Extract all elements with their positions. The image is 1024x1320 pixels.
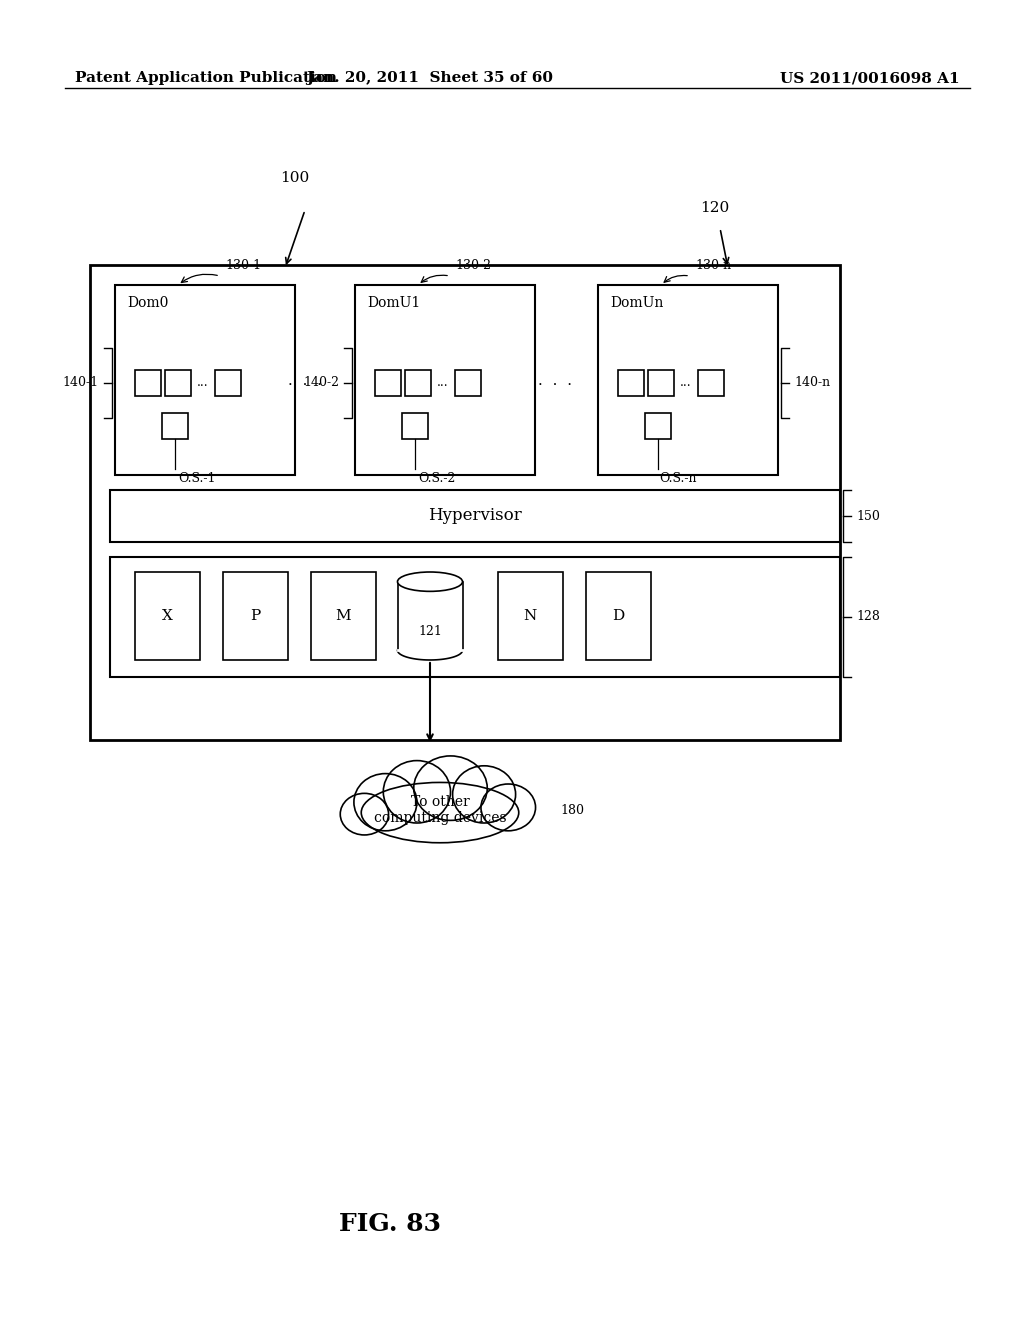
Bar bbox=[375, 370, 401, 396]
Bar bbox=[165, 370, 191, 396]
Text: 130-2: 130-2 bbox=[455, 259, 490, 272]
Ellipse shape bbox=[383, 760, 451, 822]
Bar bbox=[135, 370, 161, 396]
Text: Jan. 20, 2011  Sheet 35 of 60: Jan. 20, 2011 Sheet 35 of 60 bbox=[306, 71, 554, 84]
Text: O.S.-n: O.S.-n bbox=[659, 473, 696, 484]
Text: 150: 150 bbox=[856, 510, 880, 523]
Text: 130-n: 130-n bbox=[695, 259, 731, 272]
Text: O.S.-2: O.S.-2 bbox=[419, 473, 456, 484]
Text: 128: 128 bbox=[856, 610, 880, 623]
Text: DomUn: DomUn bbox=[610, 296, 664, 310]
Bar bbox=[648, 370, 674, 396]
Bar bbox=[355, 285, 535, 475]
Text: ·  ·  ·: · · · bbox=[538, 378, 572, 392]
Text: 180: 180 bbox=[560, 804, 584, 817]
Text: 140-n: 140-n bbox=[794, 376, 830, 389]
Text: 120: 120 bbox=[700, 201, 729, 215]
Bar bbox=[406, 370, 431, 396]
Text: O.S.-1: O.S.-1 bbox=[178, 473, 216, 484]
Bar bbox=[115, 285, 295, 475]
Ellipse shape bbox=[340, 793, 388, 836]
Text: Dom0: Dom0 bbox=[127, 296, 168, 310]
Text: M: M bbox=[335, 609, 351, 623]
Ellipse shape bbox=[481, 784, 536, 830]
Bar bbox=[698, 370, 724, 396]
Bar bbox=[645, 413, 671, 440]
Text: DomU1: DomU1 bbox=[367, 296, 420, 310]
Bar bbox=[134, 572, 200, 660]
Text: 140-1: 140-1 bbox=[62, 376, 99, 389]
Text: 100: 100 bbox=[281, 172, 309, 185]
Bar bbox=[110, 490, 840, 543]
Text: ...: ... bbox=[198, 376, 209, 389]
Text: P: P bbox=[250, 609, 260, 623]
Bar bbox=[162, 413, 188, 440]
Text: Hypervisor: Hypervisor bbox=[428, 507, 522, 524]
Text: To other
computing devices: To other computing devices bbox=[374, 795, 506, 825]
Text: Patent Application Publication: Patent Application Publication bbox=[75, 71, 337, 84]
Text: D: D bbox=[612, 609, 624, 623]
Text: X: X bbox=[162, 609, 172, 623]
Text: FIG. 83: FIG. 83 bbox=[339, 1212, 441, 1236]
Text: ...: ... bbox=[437, 376, 449, 389]
Bar bbox=[455, 370, 481, 396]
Text: US 2011/0016098 A1: US 2011/0016098 A1 bbox=[780, 71, 961, 84]
Bar bbox=[90, 265, 840, 741]
Bar bbox=[215, 370, 241, 396]
Bar bbox=[402, 413, 428, 440]
Text: ·  ·  ·: · · · bbox=[288, 378, 323, 392]
Bar bbox=[598, 285, 778, 475]
Text: N: N bbox=[523, 609, 537, 623]
Text: 130-1: 130-1 bbox=[225, 259, 261, 272]
Text: 140-2: 140-2 bbox=[303, 376, 339, 389]
Ellipse shape bbox=[453, 766, 516, 822]
Ellipse shape bbox=[414, 756, 487, 821]
Text: ...: ... bbox=[680, 376, 692, 389]
Bar bbox=[222, 572, 288, 660]
Bar bbox=[586, 572, 650, 660]
Bar bbox=[310, 572, 376, 660]
Ellipse shape bbox=[397, 572, 463, 591]
Bar bbox=[110, 557, 840, 677]
Ellipse shape bbox=[354, 774, 417, 830]
Ellipse shape bbox=[361, 783, 519, 842]
Bar bbox=[498, 572, 562, 660]
Bar bbox=[618, 370, 644, 396]
Text: 121: 121 bbox=[418, 624, 442, 638]
